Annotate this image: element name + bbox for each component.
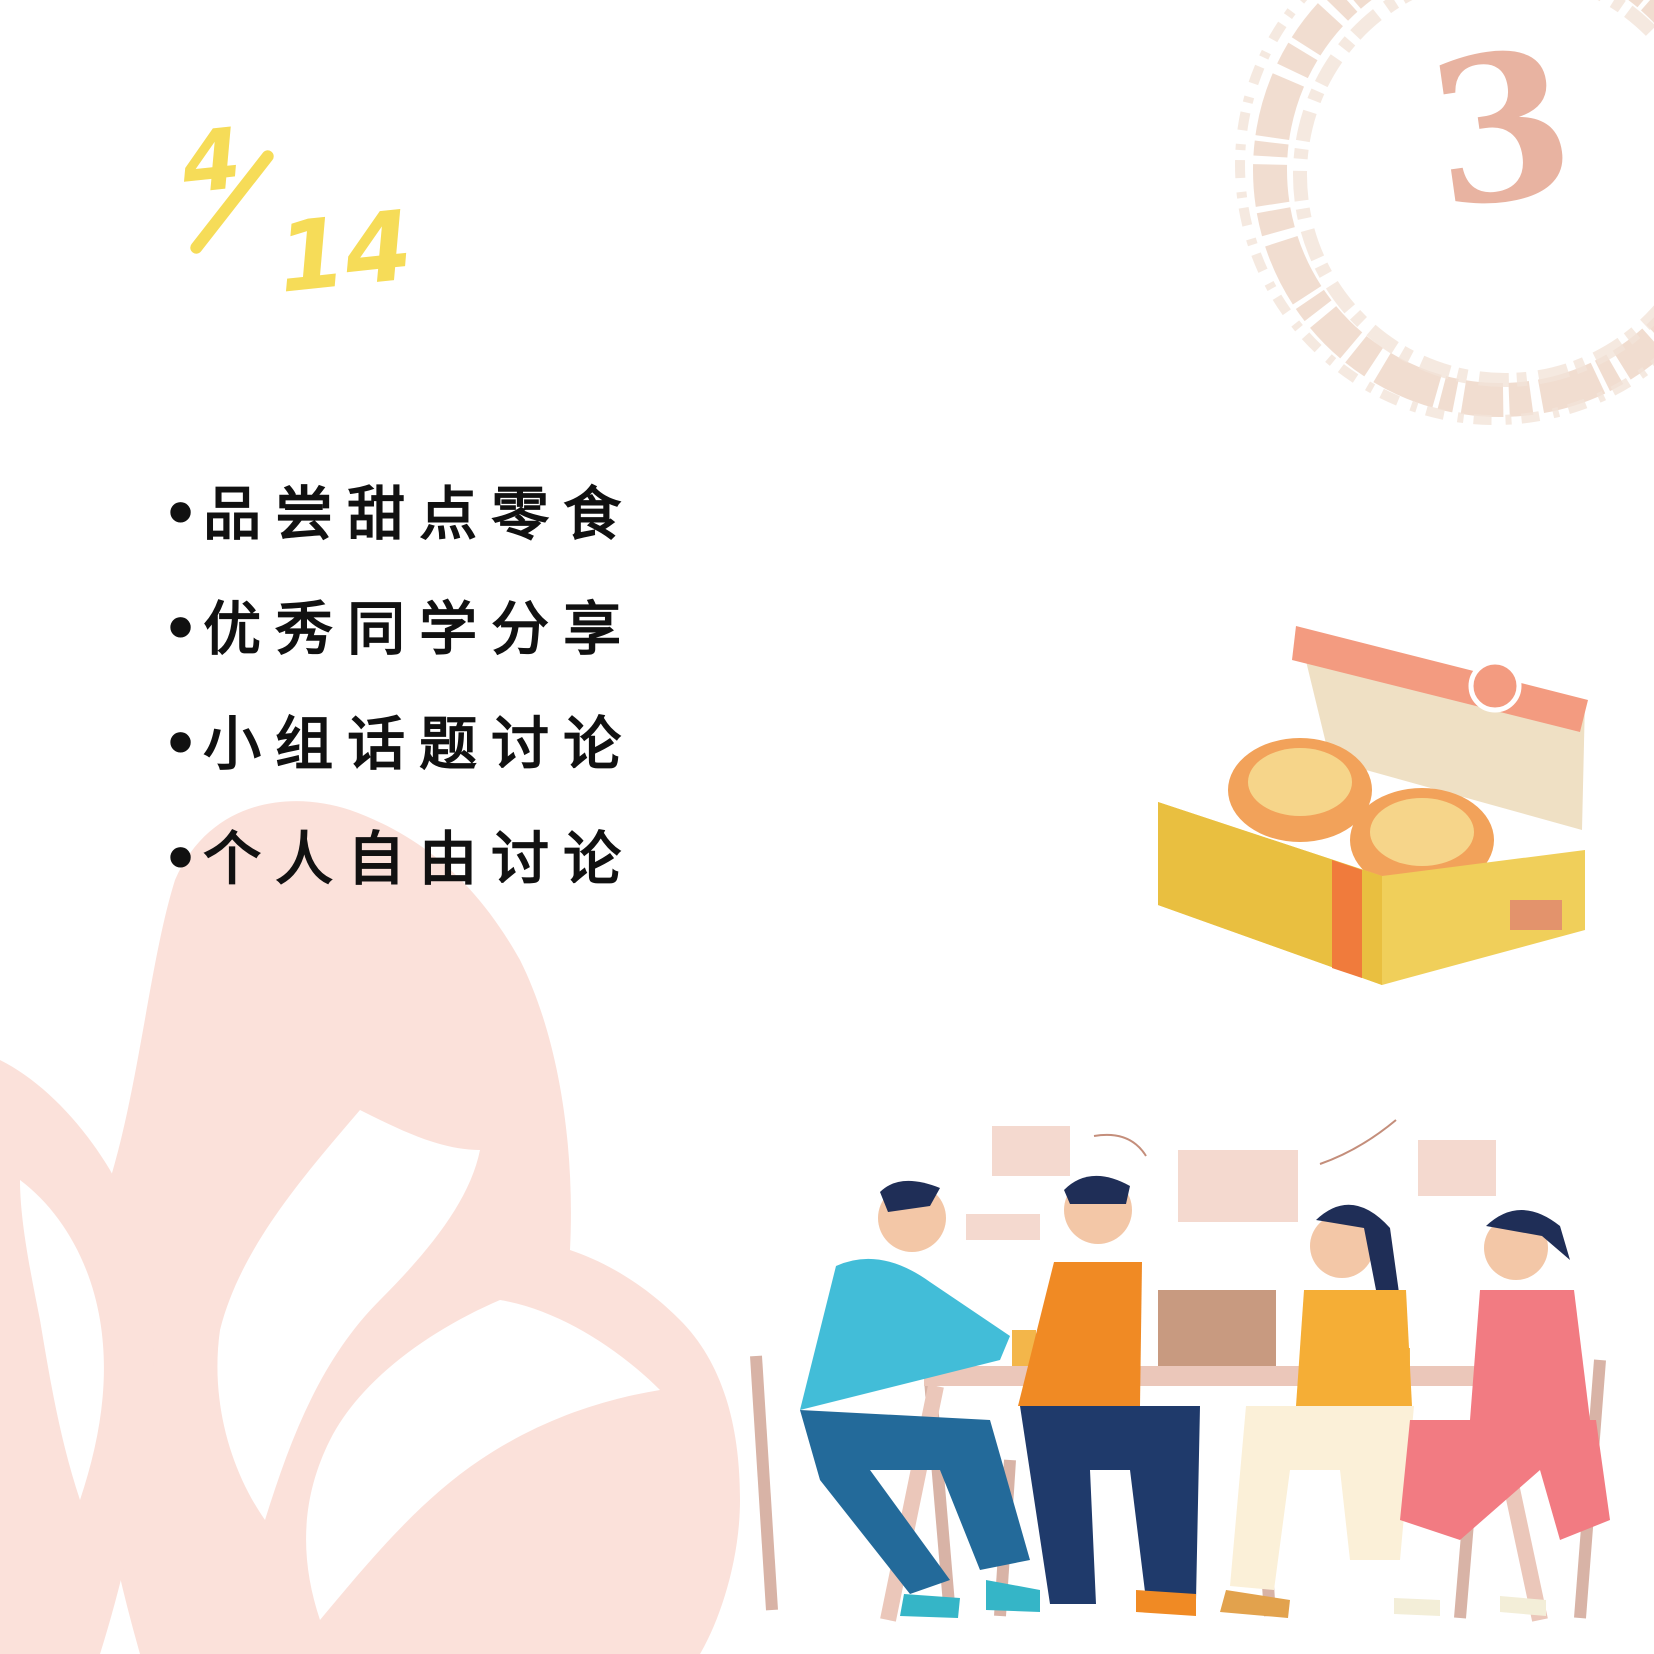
bullet: • — [162, 595, 200, 663]
agenda-item-label: 小组话题讨论 — [203, 710, 636, 778]
agenda-item-label: 品尝甜点零食 — [203, 480, 636, 548]
bullet: • — [162, 825, 200, 893]
agenda-list: •品尝甜点零食 •优秀同学分享 •小组话题讨论 •个人自由讨论 — [162, 474, 635, 934]
agenda-item: •小组话题讨论 — [162, 704, 635, 819]
agenda-item: •品尝甜点零食 — [162, 474, 635, 589]
agenda-item: •个人自由讨论 — [162, 819, 635, 934]
agenda-item-label: 优秀同学分享 — [203, 595, 636, 663]
bullet: • — [162, 480, 200, 548]
agenda-item-label: 个人自由讨论 — [203, 825, 636, 893]
agenda-item: •优秀同学分享 — [162, 589, 635, 704]
bullet: • — [162, 710, 200, 778]
